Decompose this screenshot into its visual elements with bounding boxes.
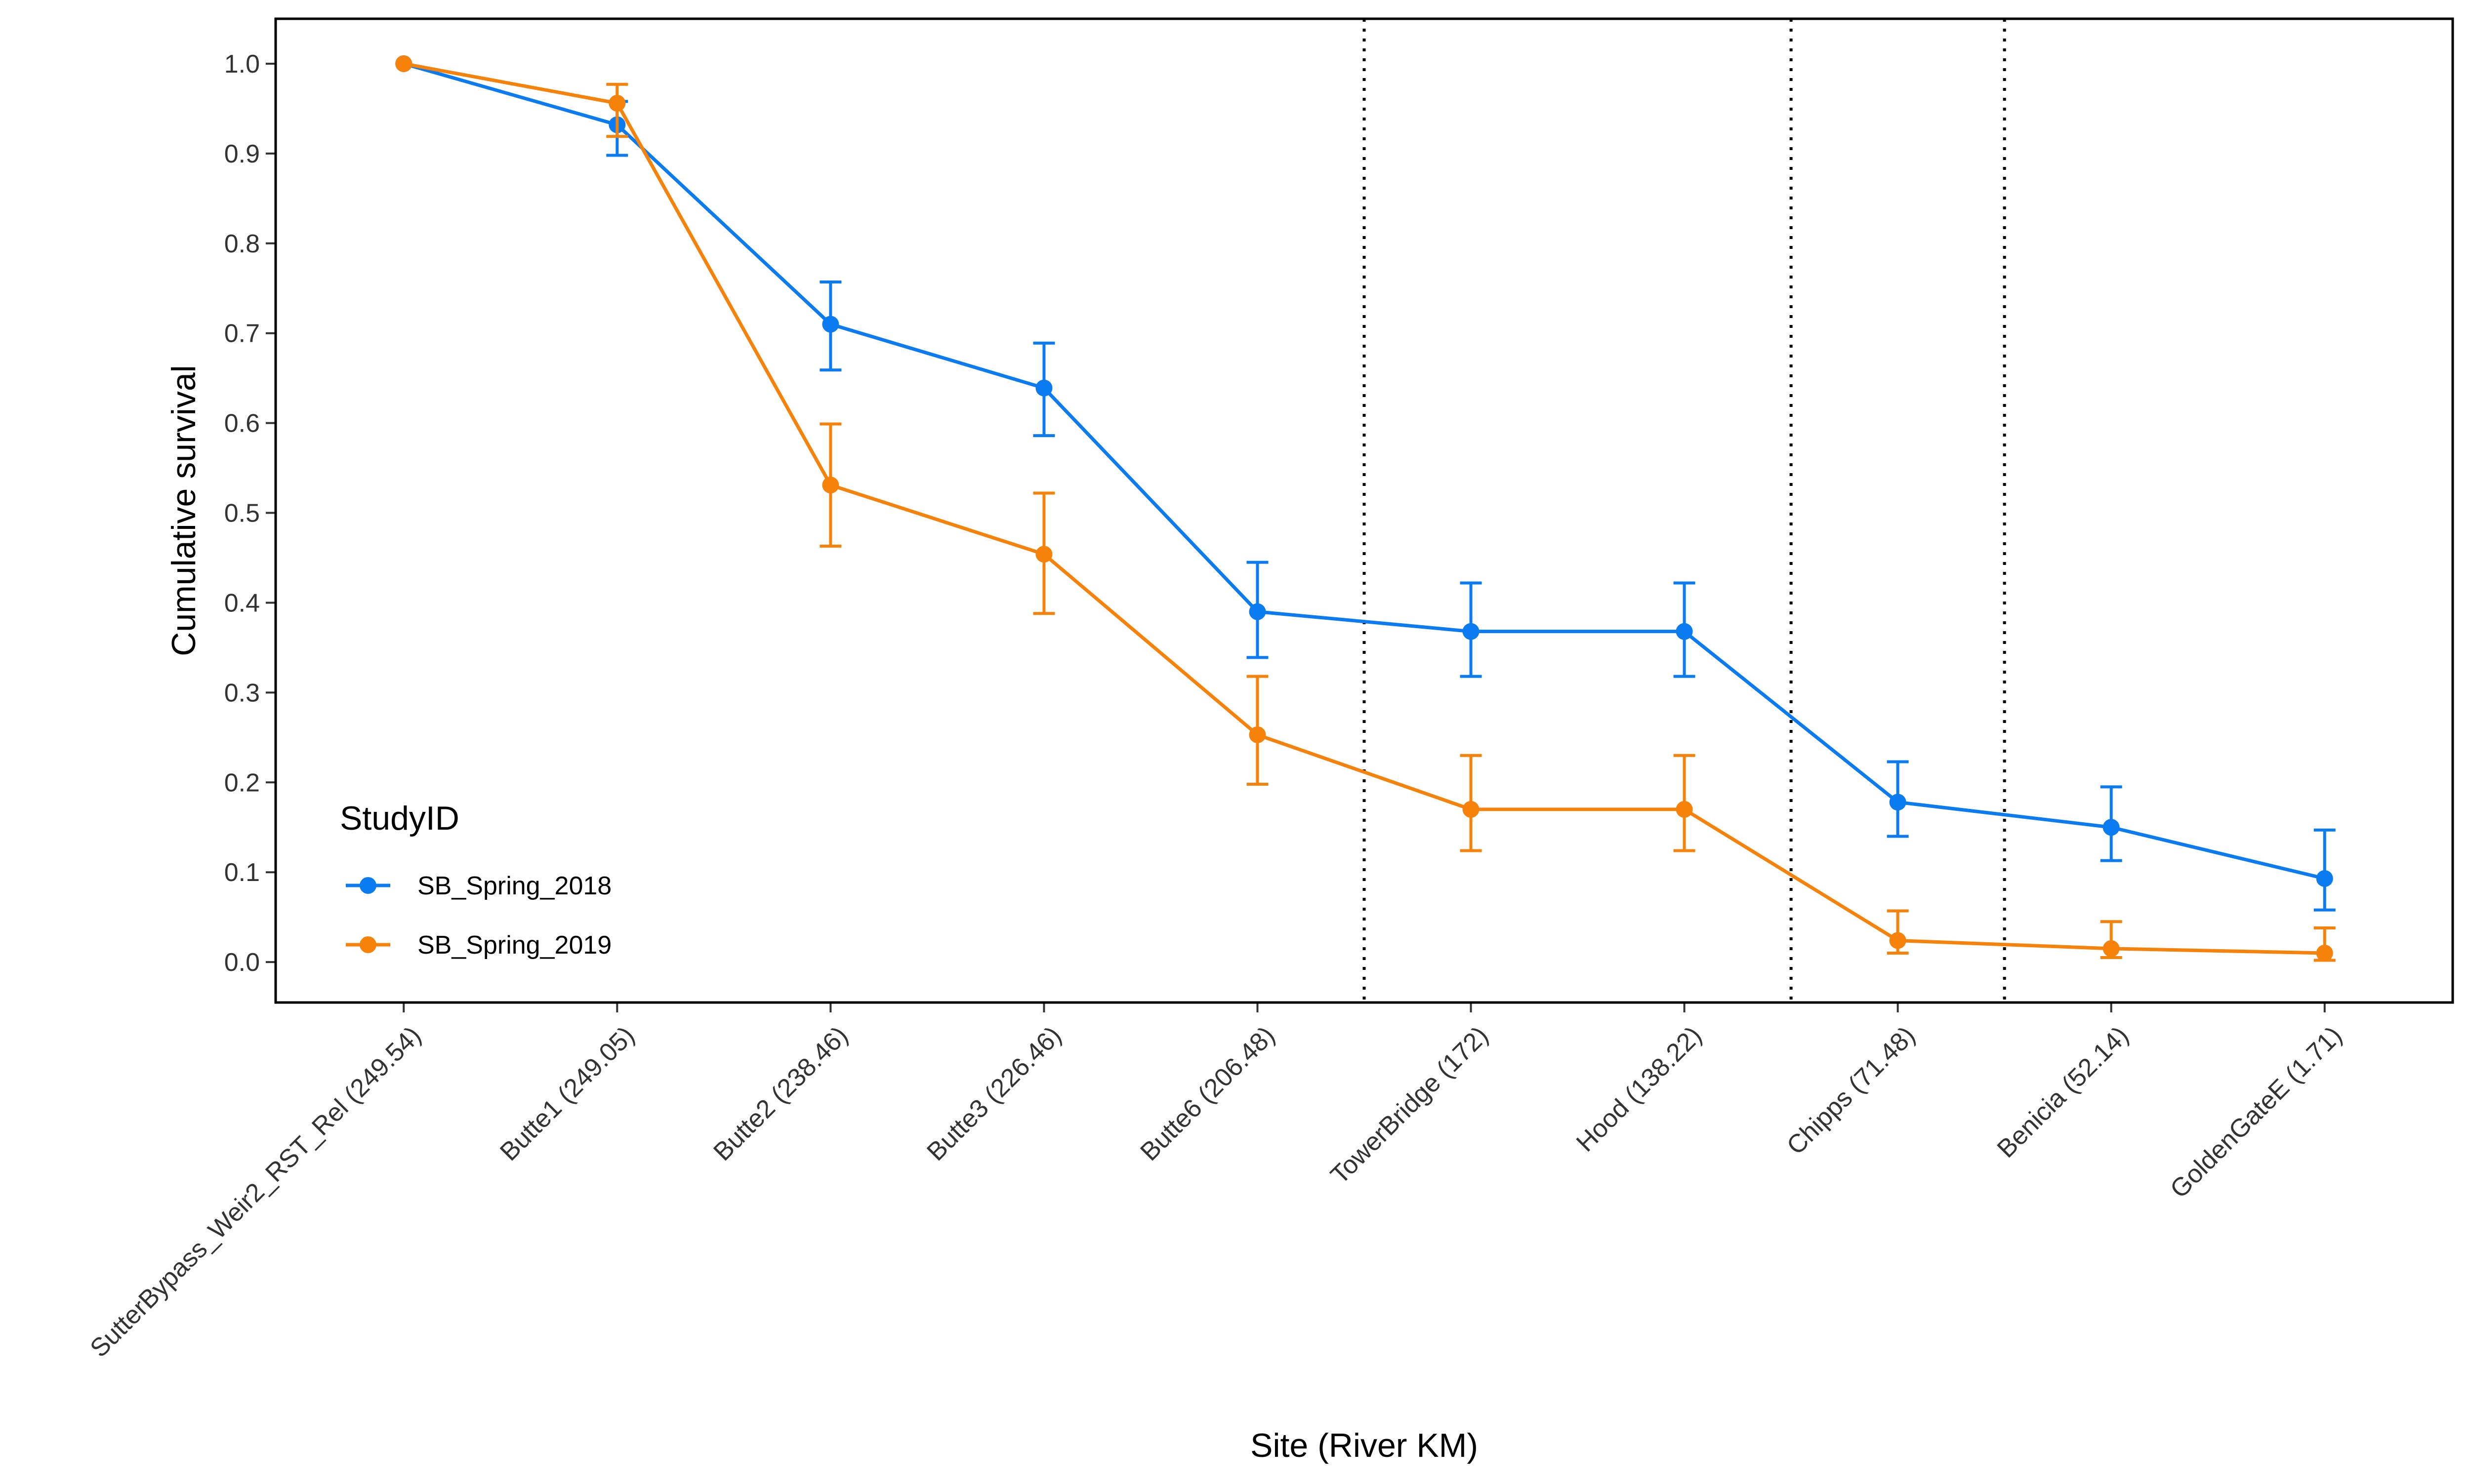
legend-title: StudyID (340, 800, 459, 837)
data-point (2102, 940, 2120, 957)
x-tick-label: Chipps (71.48) (1781, 1021, 1921, 1160)
x-tick-label: Butte6 (206.48) (1135, 1021, 1280, 1166)
y-tick-label: 0.9 (224, 140, 260, 168)
y-tick-label: 0.6 (224, 409, 260, 438)
y-axis-title: Cumulative survival (165, 365, 203, 656)
legend-label: SB_Spring_2018 (417, 872, 612, 900)
data-point (1889, 794, 1906, 811)
data-point (1889, 932, 1906, 949)
data-point (1035, 546, 1053, 563)
data-point (1249, 603, 1266, 620)
y-tick-label: 0.1 (224, 858, 260, 887)
y-tick-label: 0.8 (224, 230, 260, 258)
x-tick-label: Butte3 (226.46) (921, 1021, 1067, 1166)
data-point (1035, 379, 1053, 397)
x-tick-label: SutterBypass_Weir2_RST_Rel (249.54) (84, 1021, 426, 1363)
data-point (1462, 801, 1480, 818)
y-tick-label: 0.5 (224, 499, 260, 528)
data-point (2316, 944, 2333, 962)
data-point (1249, 726, 1266, 743)
data-point (2102, 819, 2120, 836)
legend-key-point (360, 877, 376, 894)
legend-label: SB_Spring_2019 (417, 931, 612, 960)
legend-key-point (360, 936, 376, 953)
series-SB_Spring_2019 (395, 55, 2336, 962)
x-tick-label: Butte2 (238.46) (708, 1021, 853, 1166)
x-tick-label: TowerBridge (172) (1325, 1021, 1494, 1189)
x-tick-label: Benicia (52.14) (1992, 1021, 2134, 1163)
data-point (1462, 623, 1480, 640)
y-tick-label: 0.3 (224, 679, 260, 707)
data-point (822, 477, 839, 494)
x-axis-title: Site (River KM) (1250, 1427, 1478, 1464)
y-tick-label: 0.2 (224, 768, 260, 797)
x-tick-label: Hood (138.22) (1571, 1021, 1707, 1157)
y-tick-label: 0.0 (224, 948, 260, 977)
x-tick-label: GoldenGateE (1.71) (2165, 1021, 2347, 1203)
plot-panel-border (274, 17, 2454, 1004)
data-point (2316, 870, 2333, 887)
data-point (1676, 801, 1693, 818)
data-point (395, 55, 412, 72)
y-tick-label: 0.7 (224, 320, 260, 348)
data-point (1676, 623, 1693, 640)
y-tick-label: 0.4 (224, 589, 260, 617)
legend: StudyID SB_Spring_2018 SB_Spring_2019 (340, 800, 612, 960)
data-point (609, 95, 626, 112)
data-point (822, 316, 839, 333)
y-tick-label: 1.0 (224, 50, 260, 79)
series-line (403, 62, 2325, 955)
x-tick-label: Butte1 (249.05) (494, 1021, 640, 1166)
series-line (403, 62, 2325, 881)
